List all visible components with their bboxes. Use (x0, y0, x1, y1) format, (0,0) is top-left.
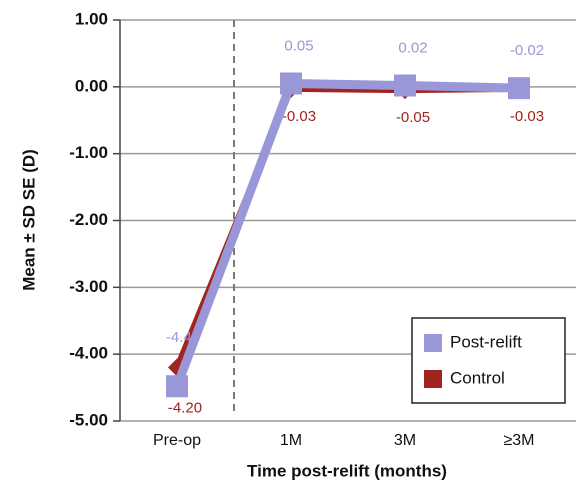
marker (394, 74, 416, 97)
legend-label: Post-relift (450, 332, 522, 351)
marker (166, 375, 188, 398)
marker (280, 72, 302, 95)
y-tick-label: -3.00 (69, 277, 108, 296)
data-label: 0.02 (398, 39, 427, 56)
series-line (172, 78, 520, 388)
y-tick-label: 1.00 (75, 9, 108, 28)
x-axis-label: Time post-relift (months) (247, 461, 447, 480)
legend-swatch (424, 334, 442, 352)
x-tick-label: 3M (394, 432, 416, 449)
data-label: -4.20 (168, 400, 202, 417)
x-tick-label: ≥3M (503, 432, 534, 449)
marker (508, 77, 530, 100)
legend-swatch (424, 370, 442, 388)
data-label: -0.03 (510, 108, 544, 125)
x-tick-label: Pre-op (153, 432, 201, 449)
legend-box (411, 317, 566, 404)
data-label: 0.05 (284, 37, 313, 54)
data-label: -4.48 (166, 329, 200, 346)
y-tick-label: -4.00 (69, 344, 108, 363)
x-tick-label: 1M (280, 432, 302, 449)
y-axis-label: Mean ± SD SE (D) (19, 149, 38, 291)
data-label: -0.03 (282, 108, 316, 125)
data-label: -0.02 (510, 42, 544, 59)
y-tick-label: 0.00 (75, 76, 108, 95)
data-label: -0.05 (396, 109, 430, 126)
legend-label: Control (450, 368, 505, 387)
y-tick-label: -2.00 (69, 210, 108, 229)
y-tick-label: -1.00 (69, 143, 108, 162)
y-tick-label: -5.00 (69, 410, 108, 429)
